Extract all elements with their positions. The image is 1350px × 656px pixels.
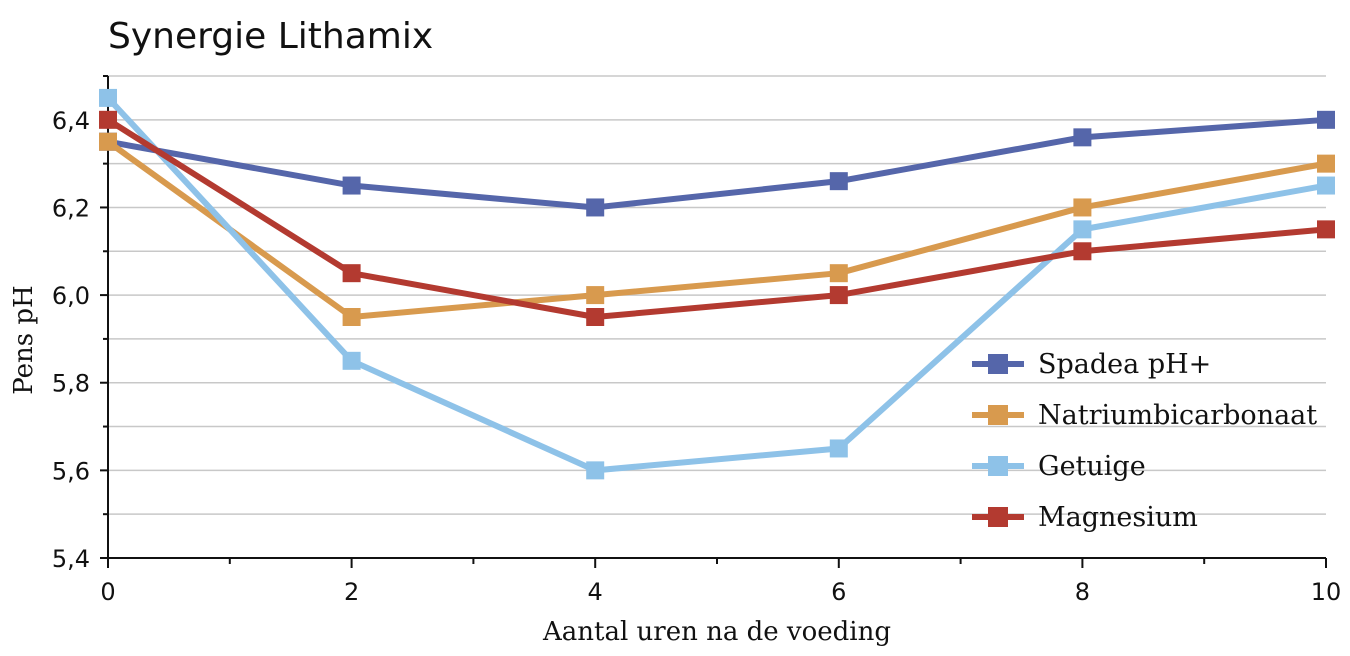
data-point [586,286,605,305]
data-point [829,439,848,458]
x-tick-label: 6 [831,578,846,606]
series-line [107,116,1327,211]
x-tick-label: 4 [588,578,603,606]
data-point [342,308,361,326]
legend-label: Spadea pH+ [1038,349,1211,380]
y-tick-label: 5,8 [52,370,90,398]
legend-item: Spadea pH+ [972,349,1211,380]
legend-marker [988,354,1008,374]
data-point [342,351,361,370]
legend-label: Getuige [1038,451,1146,482]
legend-marker [988,405,1008,425]
data-point [99,88,117,107]
data-point [1073,242,1092,261]
data-series [99,88,1335,480]
x-tick-label: 2 [344,578,359,606]
x-axis-ticks: 0 2 4 6 8 10 [100,578,1341,606]
legend: Spadea pH+ Natriumbicarbonaat Getuige Magne… [972,349,1317,533]
data-point [829,172,848,191]
legend-item: Natriumbicarbonaat [972,400,1317,431]
y-axis-ticks: 5,4 5,6 5,8 6,0 6,2 6,4 [52,107,90,573]
series-line [106,117,1327,320]
y-tick-label: 6,4 [52,107,90,135]
data-point [99,110,117,129]
legend-marker [988,456,1008,476]
data-point [342,264,361,283]
legend-item: Getuige [972,451,1146,482]
data-point [1073,198,1092,217]
legend-item: Magnesium [972,502,1198,533]
data-point [586,461,605,480]
y-tick-label: 5,6 [52,457,90,485]
x-tick-label: 0 [100,578,115,606]
data-point [1073,220,1092,239]
gridlines [108,75,1326,515]
series-line [106,139,1327,320]
data-point [586,308,605,326]
data-point [829,264,848,283]
data-point [342,176,361,195]
data-point [1317,154,1335,173]
legend-label: Magnesium [1038,502,1198,533]
x-tick-label: 10 [1311,578,1342,606]
data-point [829,286,848,305]
data-point [586,198,605,217]
x-axis-title: Aantal uren na de voeding [542,617,891,647]
y-tick-label: 6,0 [52,282,90,310]
y-axis-title: Pens pH [9,285,39,394]
data-point [99,132,117,151]
y-tick-label: 6,2 [52,194,90,222]
chart-title: Synergie Lithamix [108,16,433,57]
data-point [1317,176,1335,195]
series-magnesium [99,110,1335,326]
series-natriumbicarbonaat [99,132,1335,326]
axes [100,75,1327,568]
series-getuige [99,88,1335,480]
data-point [1317,110,1335,129]
x-tick-label: 8 [1075,578,1090,606]
series-line [105,95,1327,474]
legend-marker [988,507,1008,527]
y-tick-label: 5,4 [52,545,90,573]
data-point [1317,220,1335,239]
data-point [1073,128,1092,147]
legend-label: Natriumbicarbonaat [1038,400,1317,431]
